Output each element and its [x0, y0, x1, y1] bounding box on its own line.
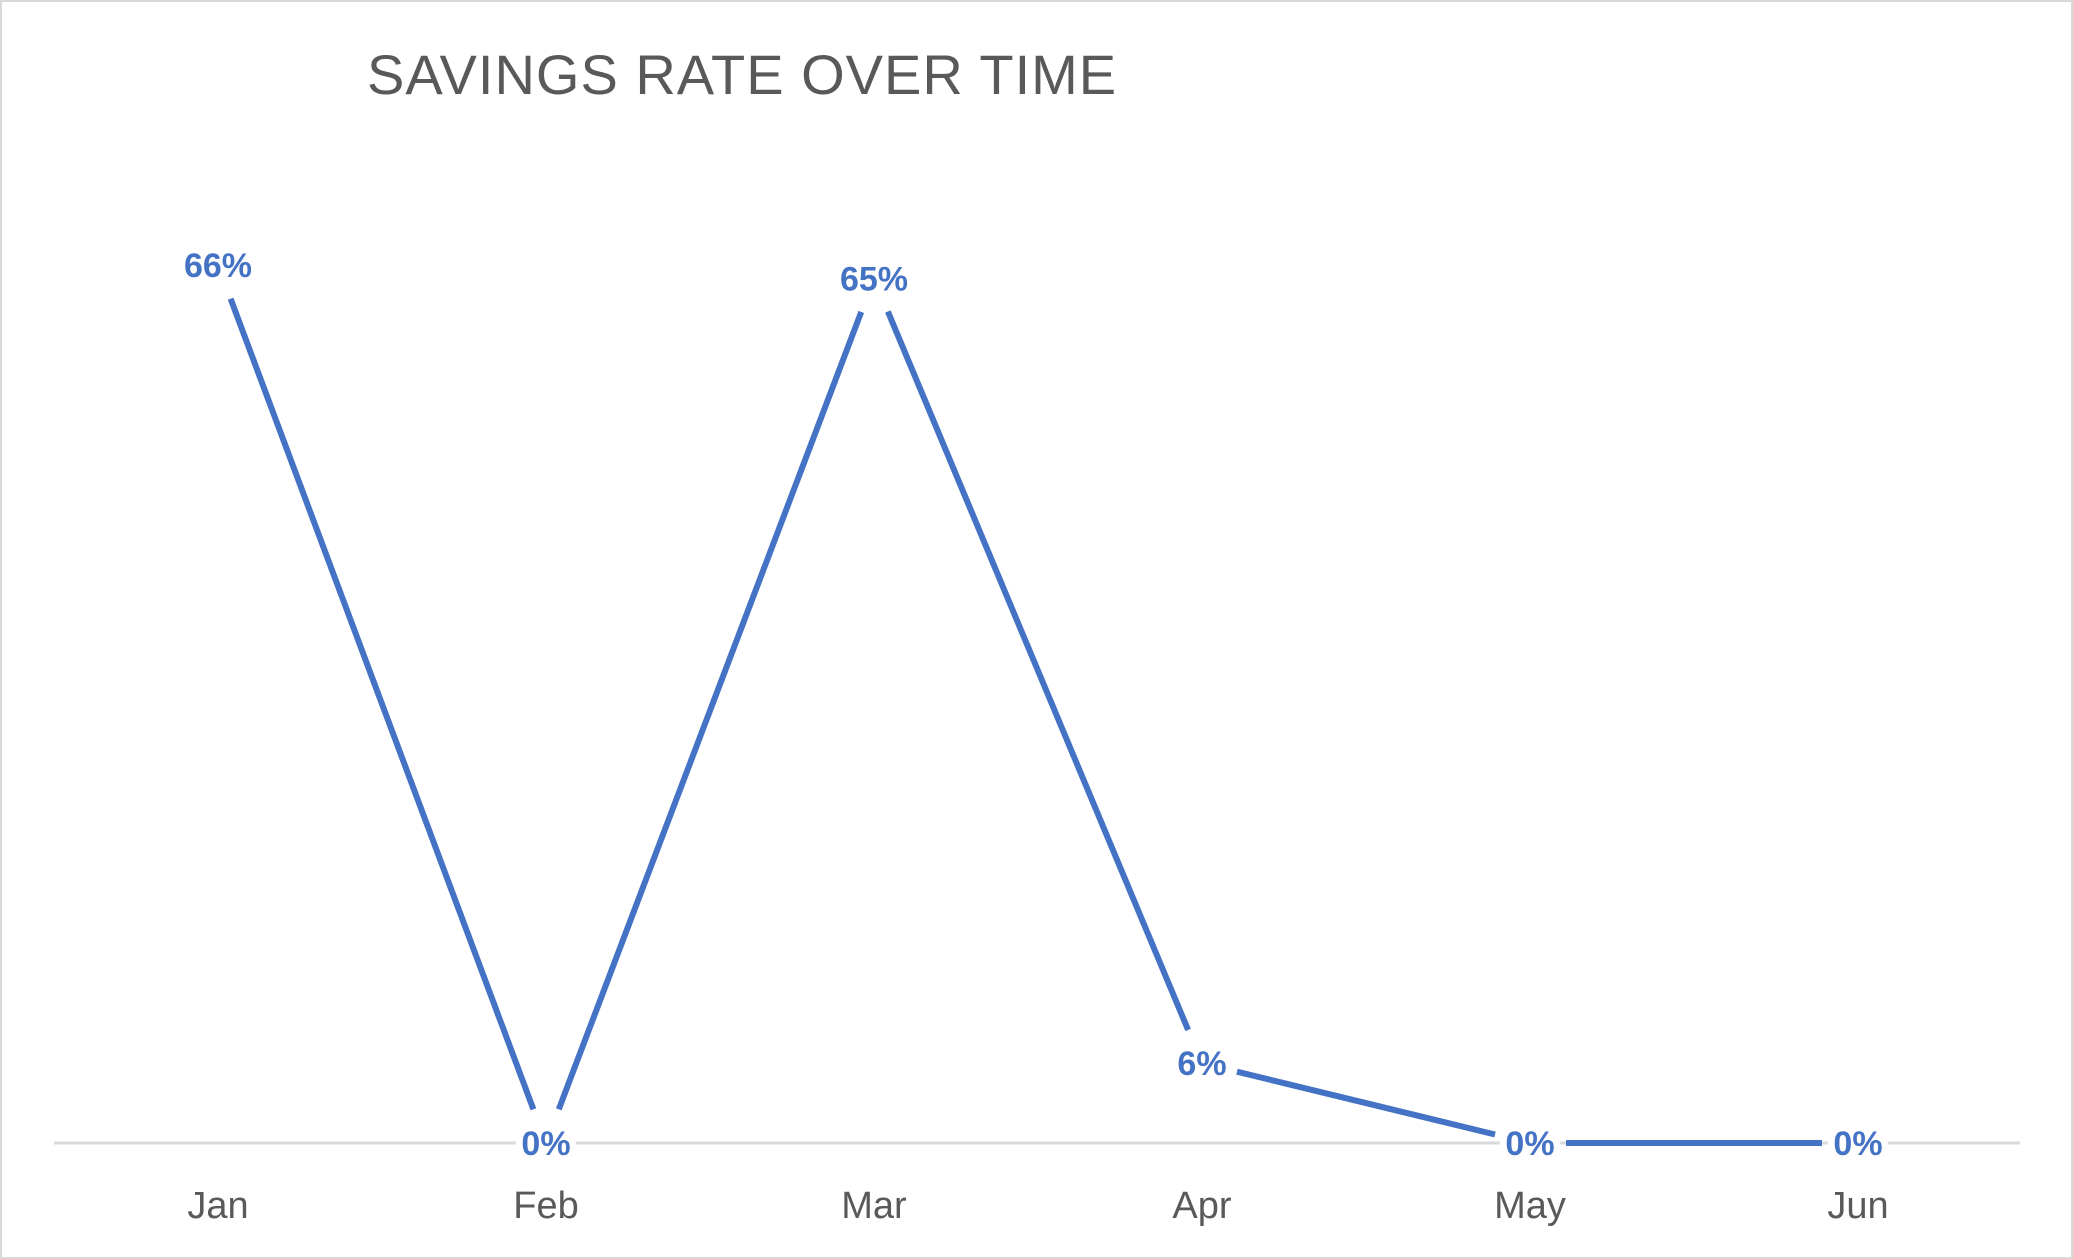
series-layer [227, 297, 1822, 1146]
data-label-jun: 0% [1833, 1125, 1882, 1163]
x-tick-label-may: May [1494, 1185, 1566, 1227]
data-label-apr: 6% [1177, 1045, 1226, 1083]
x-tick-label-jan: Jan [187, 1185, 248, 1227]
x-tick-label-feb: Feb [513, 1185, 578, 1227]
data-label-jan: 66% [184, 247, 252, 285]
series-line-segment [555, 310, 865, 1111]
series-line-segment [885, 310, 1191, 1032]
data-labels-layer: 66% 0% 65% 6% 0% 0% [177, 240, 1890, 1170]
series-line-segment [227, 297, 537, 1111]
x-tick-label-jun: Jun [1827, 1185, 1888, 1227]
series-line-segment [1236, 1068, 1496, 1138]
x-tick-label-apr: Apr [1172, 1185, 1231, 1227]
data-label-may: 0% [1505, 1125, 1554, 1163]
data-label-feb: 0% [521, 1125, 570, 1163]
x-tick-label-mar: Mar [841, 1185, 907, 1227]
x-tick-labels-layer: Jan Feb Mar Apr May Jun [187, 1185, 1888, 1227]
chart-title: SAVINGS RATE OVER TIME [367, 43, 1118, 106]
data-label-mar: 65% [840, 260, 908, 298]
